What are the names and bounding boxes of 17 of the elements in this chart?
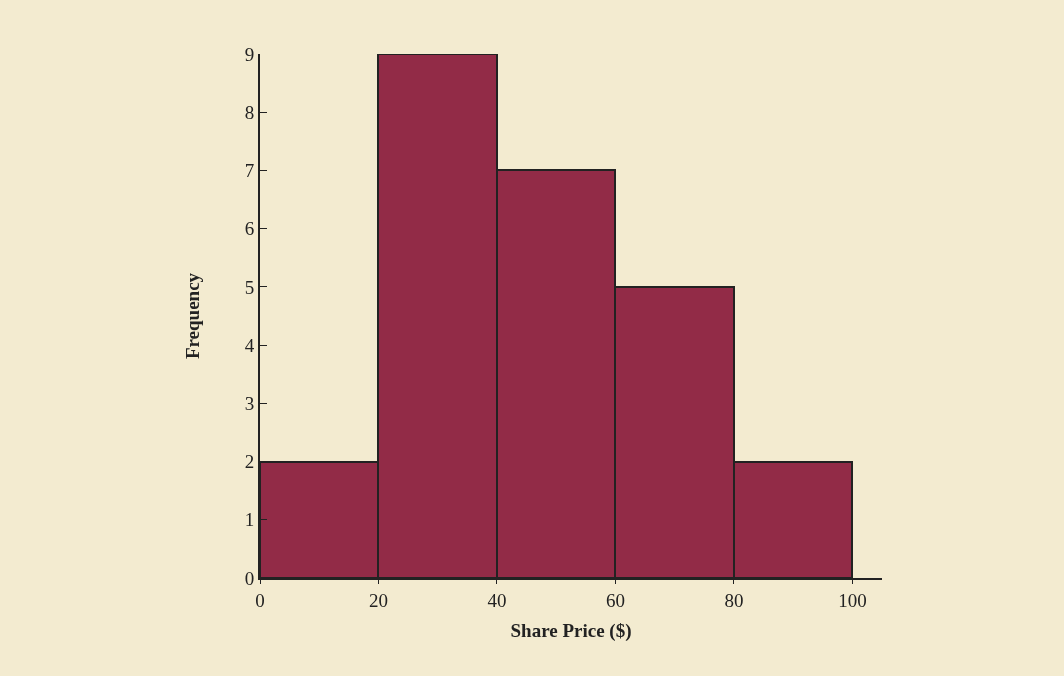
x-tick-label: 80 [724,589,744,611]
x-axis-title: Share Price ($) [510,620,632,643]
y-tick-label: 9 [244,43,255,65]
y-tick-label: 6 [244,218,255,240]
y-tick-label: 1 [244,509,255,531]
y-tick-label: 3 [244,392,255,414]
y-tick-label: 5 [244,276,255,298]
y-tick-label: 0 [244,567,255,589]
x-tick-label: 60 [605,589,625,611]
y-tick-label: 8 [244,101,255,123]
y-axis-title: Frequency [182,272,204,360]
y-tick-label: 7 [244,160,255,182]
x-tick-label: 40 [487,589,507,611]
x-tick-label: 20 [368,589,388,611]
y-tick-label: 4 [244,334,255,356]
y-tick-label: 2 [244,451,255,473]
x-tick-label: 100 [838,589,867,611]
